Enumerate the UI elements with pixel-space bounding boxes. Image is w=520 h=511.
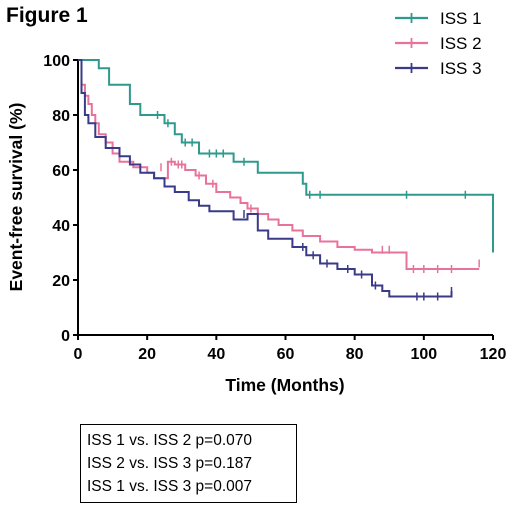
x-axis-label: Time (Months) <box>225 375 344 395</box>
figure-title: Figure 1 <box>6 4 88 27</box>
y-tick-label: 40 <box>52 218 70 235</box>
stats-box: ISS 1 vs. ISS 2 p=0.070 ISS 2 vs. ISS 3 … <box>80 424 297 503</box>
x-tick-label: 100 <box>410 346 437 363</box>
y-tick-label: 20 <box>52 273 70 290</box>
series-line-iss-1 <box>78 59 494 253</box>
stats-line: ISS 1 vs. ISS 2 p=0.070 <box>87 432 253 449</box>
stats-line: ISS 1 vs. ISS 3 p=0.007 <box>87 478 253 495</box>
y-tick-label: 0 <box>61 328 70 345</box>
legend-label: ISS 1 <box>440 9 482 28</box>
series-line-iss-3 <box>78 59 453 298</box>
x-tick-label: 80 <box>346 346 364 363</box>
y-tick-label: 80 <box>52 108 70 125</box>
y-tick-label: 100 <box>43 53 70 70</box>
axes: 0 20 40 60 80 100 0 20 40 60 80 100 120 <box>43 53 506 363</box>
x-tick-label: 40 <box>207 346 225 363</box>
legend-label: ISS 3 <box>440 59 482 78</box>
y-axis-label: Event-free survival (%) <box>6 103 26 292</box>
x-tick-label: 60 <box>277 346 295 363</box>
legend: ISS 1 ISS 2 ISS 3 <box>395 9 482 78</box>
x-tick-label: 120 <box>480 346 507 363</box>
x-tick-label: 0 <box>74 346 83 363</box>
series-group <box>78 59 494 301</box>
stats-line: ISS 2 vs. ISS 3 p=0.187 <box>87 455 253 472</box>
legend-label: ISS 2 <box>440 34 482 53</box>
x-tick-label: 20 <box>138 346 156 363</box>
series-line-iss-2 <box>78 59 480 270</box>
y-tick-label: 60 <box>52 163 70 180</box>
